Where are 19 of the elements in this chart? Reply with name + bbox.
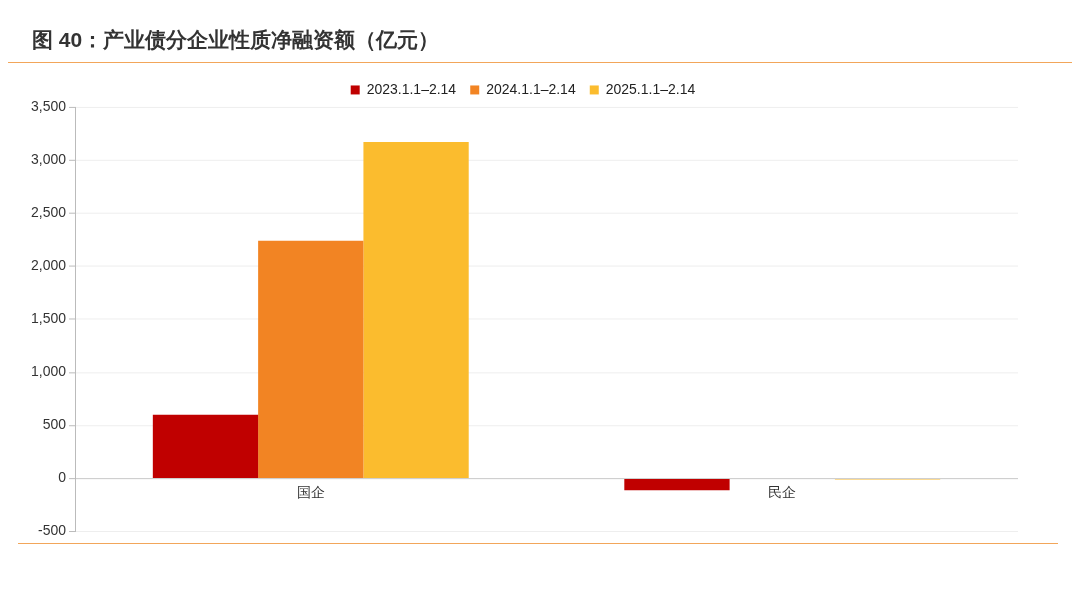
bar: [363, 141, 469, 479]
y-tick-label: 1,500: [31, 310, 67, 327]
y-tick-label: 2,500: [31, 203, 67, 220]
bar: [258, 240, 364, 479]
y-tick-label: 3,500: [31, 97, 67, 114]
legend-label: 2023.1.1–2.14: [366, 80, 457, 97]
y-tick-label: 2,000: [31, 257, 67, 274]
bar: [152, 414, 259, 479]
x-tick-label: 民企: [768, 483, 797, 500]
legend-label: 2025.1.1–2.14: [605, 80, 696, 97]
y-tick-label: 1,000: [31, 363, 67, 380]
y-tick-label: 3,000: [31, 150, 67, 167]
legend-label: 2024.1.1–2.14: [486, 80, 576, 97]
bar: [624, 479, 730, 491]
y-tick-label: 0: [58, 469, 67, 486]
y-tick-label: 500: [42, 416, 67, 433]
chart-title: 图 40：产业债分企业性质净融资额（亿元）: [8, 8, 1072, 63]
x-tick-label: 国企: [296, 483, 325, 500]
y-tick-label: -500: [38, 522, 67, 539]
